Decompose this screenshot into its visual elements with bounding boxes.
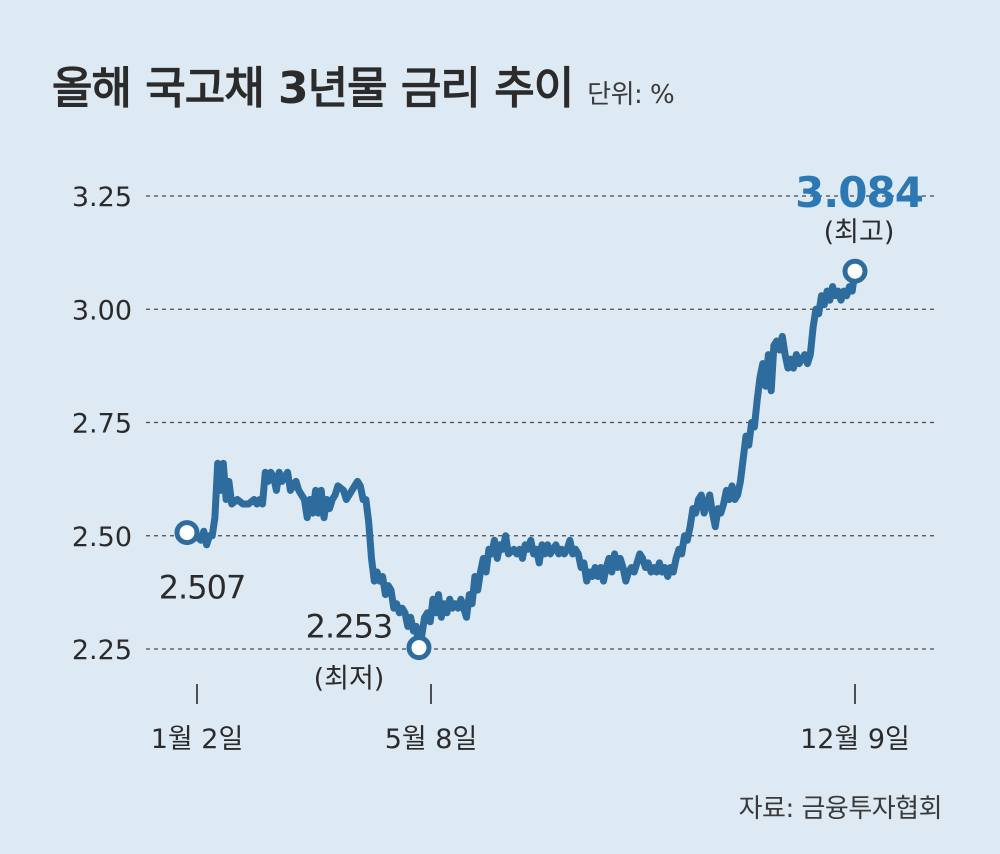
y-tick-label: 2.75	[72, 409, 132, 440]
y-axis-ticks: 3.25 3.00 2.75 2.50 2.25	[72, 182, 132, 666]
x-tick-label: 5월 8일	[385, 724, 478, 755]
data-label-note: (최저)	[314, 664, 385, 695]
source-note: 자료: 금융투자협회	[738, 794, 943, 824]
series-line	[183, 267, 859, 652]
annotations: 2.507 2.253 (최저) 3.084(최고)	[159, 168, 924, 695]
data-point-marker	[406, 635, 432, 661]
unit-label: 단위: %	[587, 80, 675, 110]
data-label: 3.084	[795, 168, 923, 217]
data-point-marker	[842, 258, 868, 284]
data-label-note: (최고)	[824, 217, 895, 248]
data-label: 2.253	[306, 608, 393, 646]
data-point-marker	[174, 520, 200, 546]
grid-lines	[146, 195, 935, 650]
data-label: 2.507	[159, 569, 246, 607]
y-tick-label: 2.50	[72, 522, 132, 553]
x-axis-ticks: 1월 2일 5월 8일 12월 9일	[151, 684, 910, 755]
x-tick-label: 1월 2일	[151, 724, 244, 755]
y-tick-label: 2.25	[72, 635, 132, 666]
title-block: 올해 국고채 3년물 금리 추이 단위: %	[52, 52, 675, 116]
y-tick-label: 3.25	[72, 182, 132, 213]
y-tick-label: 3.00	[72, 295, 132, 326]
series-layer	[183, 267, 859, 652]
x-tick-label: 12월 9일	[800, 724, 910, 755]
chart-title: 올해 국고채 3년물 금리 추이	[52, 63, 574, 114]
